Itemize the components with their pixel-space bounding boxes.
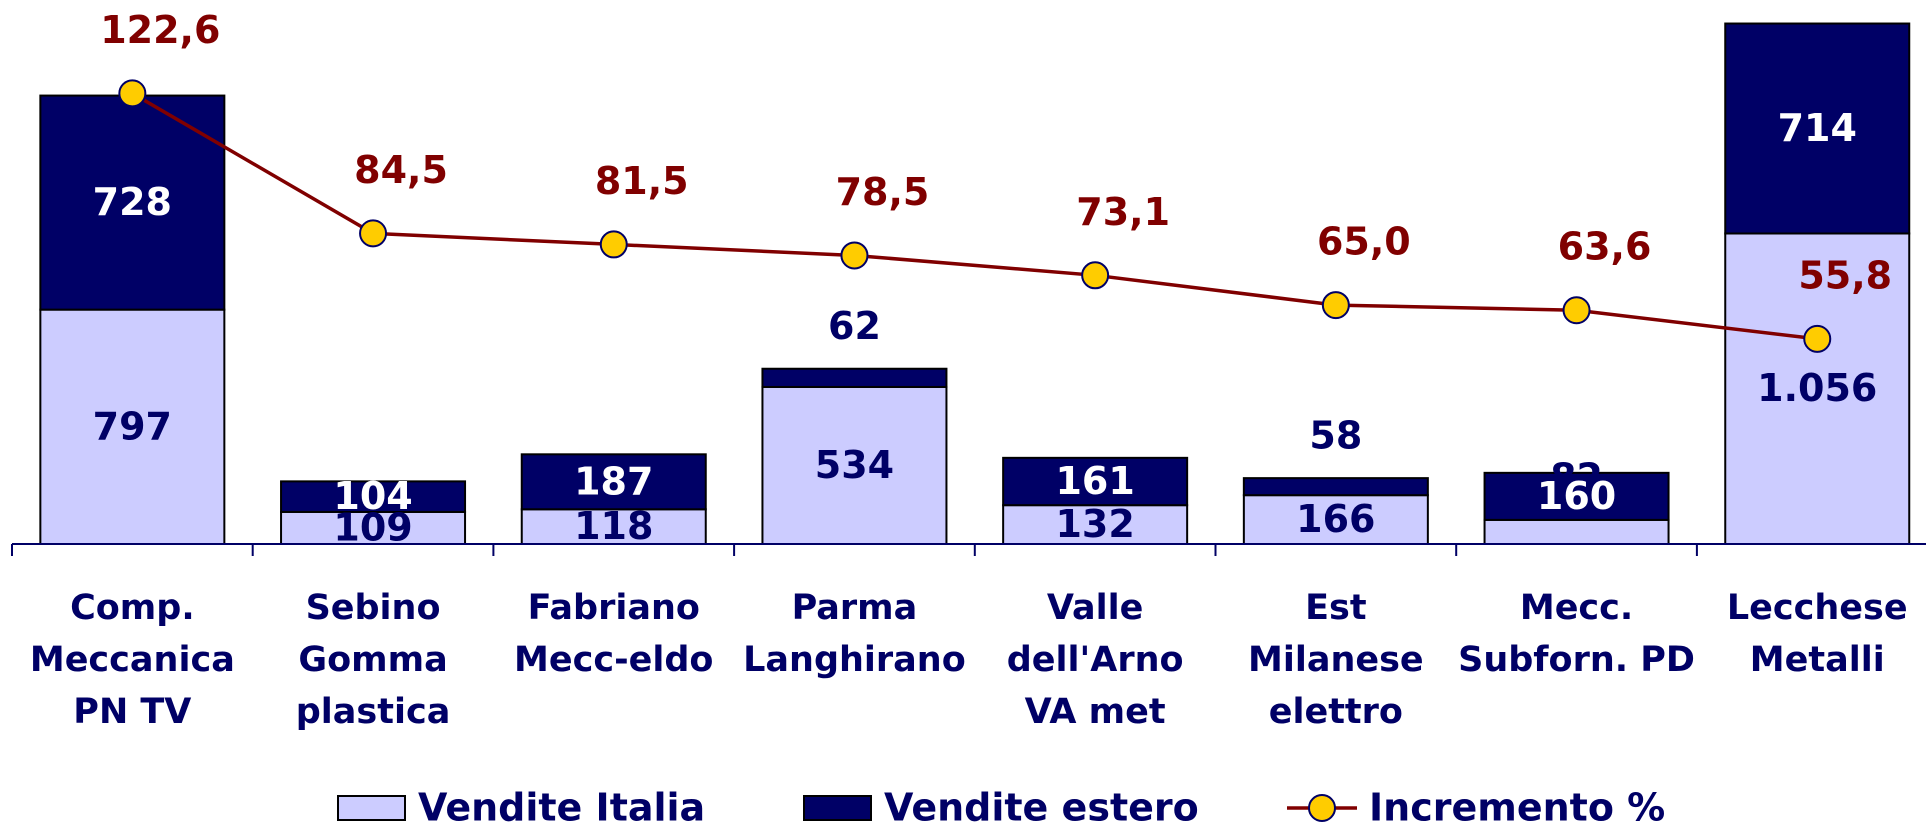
bar-value-label: 82 (1550, 455, 1603, 499)
line-marker (1081, 261, 1110, 290)
bar-segment (1483, 471, 1670, 521)
x-tick-label: Est Milanese elettro (1248, 588, 1424, 732)
bar-segment (1002, 504, 1189, 546)
line-value-label: 63,6 (1558, 225, 1652, 269)
line-value-label: 81,5 (595, 159, 689, 203)
bar-segment (39, 308, 226, 545)
legend-swatch (337, 795, 406, 821)
bar-value-label: 1.056 (1757, 366, 1877, 410)
bar-segment (1724, 22, 1911, 235)
x-tick-label: Mecc. Subforn. PD (1458, 588, 1695, 680)
bar-value-label: 166 (1296, 497, 1375, 541)
line-marker (118, 79, 147, 108)
line-value-label: 78,5 (836, 170, 930, 214)
x-tick-label: Fabriano Mecc-eldo (514, 588, 714, 680)
line-marker (359, 219, 388, 248)
bar-value-label: 104 (333, 474, 412, 518)
bar-value-label: 728 (93, 180, 172, 224)
bar-segment (1242, 477, 1429, 497)
x-tick-label: Sebino Gomma plastica (295, 588, 451, 732)
line-value-label: 55,8 (1798, 253, 1892, 297)
line-marker (599, 230, 628, 259)
x-tick-label: Parma Langhirano (743, 588, 966, 680)
x-tick-label: Comp. Meccanica PN TV (29, 588, 235, 732)
bar-segment (520, 453, 707, 511)
bar-segment (761, 367, 948, 388)
bar-value-label: 534 (815, 443, 894, 487)
line-series (131, 91, 1818, 341)
bar-value-label: 714 (1778, 106, 1857, 150)
bar-value-label: 160 (1537, 474, 1616, 518)
bar-segment (1483, 518, 1670, 546)
line-marker (1562, 296, 1591, 325)
bar-segment (1002, 456, 1189, 507)
bar-value-label: 187 (574, 459, 653, 503)
bar-value-label: 62 (828, 304, 881, 348)
line-value-label: 84,5 (354, 148, 448, 192)
bar-segment (1724, 232, 1911, 545)
bar-value-label: 118 (574, 504, 653, 548)
bar-value-label: 161 (1055, 459, 1134, 503)
x-tick-label: Lecchese Metalli (1726, 588, 1908, 680)
bar-value-label: 132 (1055, 502, 1134, 546)
line-value-label: 122,6 (100, 8, 220, 52)
line-marker (840, 241, 869, 270)
bar-segment (39, 94, 226, 311)
bar-value-label: 109 (333, 505, 412, 549)
line-marker (1803, 324, 1832, 353)
line-marker (1321, 291, 1350, 320)
bar-segment (280, 480, 467, 513)
legend-swatch (803, 795, 872, 821)
bar-value-label: 797 (93, 404, 172, 448)
legend-label: Vendite Italia (418, 786, 705, 826)
line-value-label: 65,0 (1317, 220, 1411, 264)
bar-value-label: 58 (1309, 414, 1362, 458)
x-tick-label: Valle dell'Arno VA met (1006, 588, 1184, 732)
legend-label: Vendite estero (884, 786, 1199, 826)
legend-marker (1308, 794, 1336, 822)
line-value-label: 73,1 (1076, 190, 1170, 234)
legend-label: Incremento % (1369, 786, 1665, 826)
